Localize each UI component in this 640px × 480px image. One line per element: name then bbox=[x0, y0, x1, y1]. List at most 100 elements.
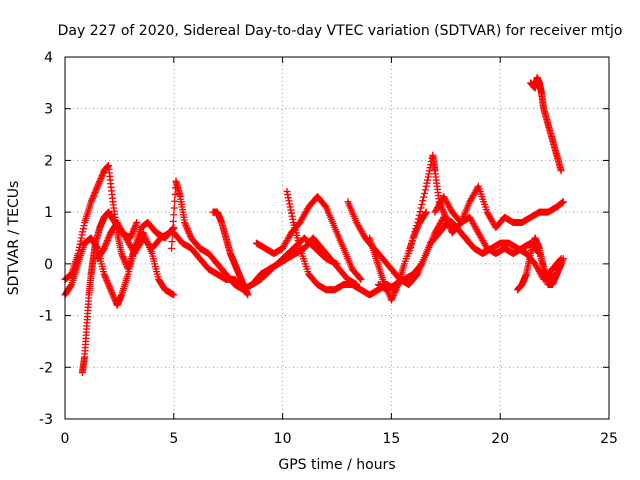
data-point bbox=[118, 250, 126, 258]
data-point bbox=[440, 209, 448, 217]
x-axis-label: GPS time / hours bbox=[278, 457, 395, 473]
data-point bbox=[420, 190, 428, 198]
data-point bbox=[93, 243, 101, 251]
data-point bbox=[109, 292, 117, 300]
data-point bbox=[107, 287, 115, 295]
data-point bbox=[93, 184, 101, 192]
data-point bbox=[424, 176, 432, 184]
data-point bbox=[420, 193, 428, 201]
data-point bbox=[105, 283, 113, 291]
data-point bbox=[356, 274, 364, 282]
data-point bbox=[131, 223, 139, 231]
data-point bbox=[92, 185, 100, 193]
data-point bbox=[120, 254, 128, 262]
y-tick-labels: -3 -2 -1 0 1 2 3 4 bbox=[39, 50, 53, 428]
data-point bbox=[422, 209, 430, 217]
data-point bbox=[413, 222, 421, 230]
data-point bbox=[103, 278, 111, 286]
data-point bbox=[288, 212, 296, 220]
data-point bbox=[91, 188, 99, 196]
data-point bbox=[101, 243, 109, 251]
data-point bbox=[439, 206, 447, 214]
data-point bbox=[79, 225, 87, 233]
data-point bbox=[169, 224, 177, 232]
data-point bbox=[133, 218, 141, 226]
data-point bbox=[96, 176, 104, 184]
data-point bbox=[557, 167, 565, 175]
data-point bbox=[128, 229, 136, 237]
data-point bbox=[390, 290, 398, 298]
data-point bbox=[95, 179, 103, 187]
data-point bbox=[98, 173, 106, 181]
data-point bbox=[419, 197, 427, 205]
data-point bbox=[244, 291, 252, 299]
data-point bbox=[101, 273, 109, 281]
data-point bbox=[410, 231, 418, 239]
data-point bbox=[67, 282, 75, 290]
data-point bbox=[357, 275, 365, 283]
data-point bbox=[110, 293, 118, 301]
x-tick-label: 25 bbox=[600, 431, 618, 447]
data-point bbox=[92, 187, 100, 195]
data-point bbox=[285, 197, 293, 205]
data-point bbox=[170, 204, 178, 212]
data-point bbox=[90, 190, 98, 198]
data-point bbox=[443, 216, 451, 224]
data-point bbox=[79, 228, 87, 236]
data-point bbox=[559, 255, 567, 263]
data-point bbox=[424, 173, 432, 181]
data-point bbox=[406, 246, 414, 254]
data-point bbox=[101, 272, 109, 280]
data-point bbox=[289, 215, 297, 223]
y-axis-label: SDTVAR / TECUs bbox=[6, 181, 22, 296]
data-point bbox=[108, 289, 116, 297]
data-point bbox=[76, 240, 84, 248]
y-tick-label: 3 bbox=[44, 102, 53, 118]
y-tick-label: -2 bbox=[39, 360, 53, 376]
data-point bbox=[284, 191, 292, 199]
data-series bbox=[61, 74, 567, 376]
series-track-4 bbox=[94, 218, 178, 263]
plot-frame bbox=[64, 56, 610, 420]
data-point bbox=[446, 223, 454, 231]
data-point bbox=[445, 221, 453, 229]
y-tick-label: 1 bbox=[44, 205, 53, 221]
data-point bbox=[444, 218, 452, 226]
x-tick-label: 15 bbox=[382, 431, 400, 447]
x-tick-labels: 0 5 10 15 20 25 bbox=[61, 431, 618, 447]
data-point bbox=[425, 170, 433, 178]
data-point bbox=[104, 235, 112, 243]
data-point bbox=[78, 231, 86, 239]
data-point bbox=[388, 295, 396, 303]
data-point bbox=[185, 228, 193, 236]
data-point bbox=[411, 228, 419, 236]
data-point bbox=[119, 253, 127, 261]
data-point bbox=[405, 250, 413, 258]
data-point bbox=[89, 193, 97, 201]
data-point bbox=[418, 200, 426, 208]
data-point bbox=[444, 220, 452, 228]
y-tick-label: 0 bbox=[44, 257, 53, 273]
data-point bbox=[109, 290, 117, 298]
data-point bbox=[186, 231, 194, 239]
data-point bbox=[132, 222, 140, 230]
data-point bbox=[130, 225, 138, 233]
data-point bbox=[441, 212, 449, 220]
y-tick-label: 4 bbox=[44, 50, 53, 66]
data-point bbox=[87, 198, 95, 206]
data-point bbox=[422, 182, 430, 190]
x-tick-label: 10 bbox=[274, 431, 292, 447]
data-point bbox=[442, 213, 450, 221]
data-point bbox=[439, 207, 447, 215]
data-point bbox=[181, 218, 189, 226]
data-point bbox=[105, 232, 113, 240]
data-point bbox=[414, 215, 422, 223]
data-point bbox=[96, 178, 104, 186]
data-point bbox=[387, 296, 395, 304]
data-point bbox=[182, 222, 190, 230]
x-tick-label: 5 bbox=[169, 431, 178, 447]
chart-title: Day 227 of 2020, Sidereal Day-to-day VTE… bbox=[58, 23, 623, 39]
data-point bbox=[132, 220, 140, 228]
y-tick-label: -1 bbox=[39, 309, 53, 325]
data-point bbox=[121, 257, 129, 265]
